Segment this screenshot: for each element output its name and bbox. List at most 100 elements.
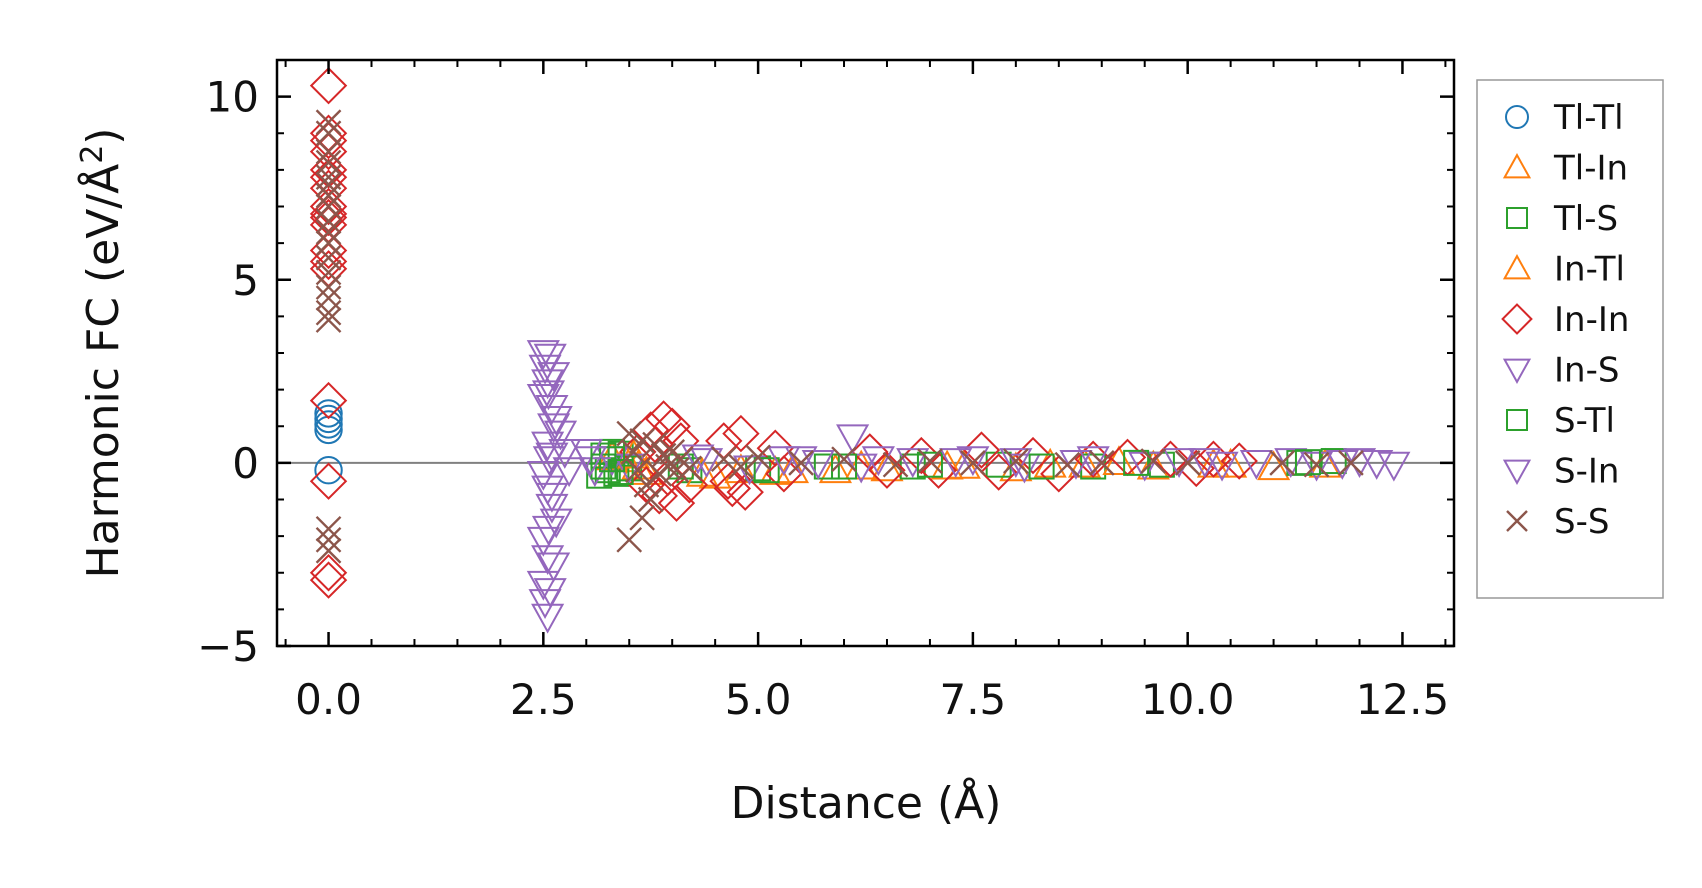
data-point-s-in	[537, 552, 571, 583]
data-point-in-in	[309, 187, 348, 226]
data-point-in-in	[309, 381, 348, 420]
data-point-s-s	[315, 537, 342, 564]
legend-marker-s-s	[1506, 510, 1528, 532]
data-point-in-in	[962, 431, 1001, 469]
legend-marker-tl-tl	[1505, 105, 1529, 129]
data-point-s-s	[1338, 450, 1364, 476]
data-point-s-s	[315, 274, 342, 300]
data-point-s-s	[315, 208, 342, 234]
data-point-s-in	[1205, 451, 1239, 482]
data-point-in-in	[1220, 442, 1258, 480]
data-point-s-s	[745, 444, 771, 471]
legend-label-s-tl: S-Tl	[1554, 401, 1615, 441]
data-point-s-in	[535, 482, 569, 513]
data-point-s-in	[533, 343, 567, 374]
data-point-s-s	[624, 457, 651, 484]
legend-marker-tl-s	[1506, 207, 1528, 229]
data-point-s-in	[681, 444, 715, 475]
data-point-s-s	[1174, 450, 1201, 476]
data-point-s-tl	[753, 457, 780, 484]
data-point-s-s	[315, 193, 342, 220]
data-point-in-s	[689, 448, 724, 478]
data-point-s-s	[616, 420, 643, 447]
data-point-in-s	[1299, 451, 1334, 482]
data-point-s-s	[728, 453, 754, 480]
data-point-s-in	[531, 515, 566, 546]
data-point-s-in	[801, 449, 835, 480]
legend-label-tl-tl: Tl-Tl	[1553, 98, 1624, 138]
data-point-tl-tl	[314, 410, 343, 439]
data-point-s-s	[1003, 448, 1029, 474]
data-point-tl-tl	[314, 456, 343, 485]
data-point-in-in	[309, 242, 348, 281]
data-point-in-in	[653, 407, 691, 445]
legend-label-in-s: In-S	[1554, 351, 1619, 391]
data-point-in-s	[896, 448, 930, 478]
data-point-in-s	[531, 603, 565, 634]
data-point-in-in	[705, 422, 743, 460]
data-point-s-s	[315, 515, 342, 542]
data-point-tl-s	[813, 453, 840, 480]
x-tick-label: 10.0	[1141, 675, 1235, 724]
x-tick-label: 12.5	[1356, 675, 1450, 724]
data-point-s-in	[531, 380, 566, 411]
x-tick-label: 2.5	[510, 675, 577, 724]
data-point-s-tl	[916, 451, 943, 478]
data-point-s-in	[861, 446, 895, 477]
data-point-in-in	[309, 66, 348, 105]
legend: Tl-Tl Tl-In Tl-S In-Tl In-In In-S S-Tl S-In S-S	[1476, 79, 1664, 599]
data-point-s-in	[533, 578, 567, 609]
data-point-in-s	[1007, 453, 1042, 484]
data-point-in-in	[309, 121, 348, 160]
data-point-s-s	[1269, 450, 1296, 476]
legend-marker-in-in	[1501, 303, 1533, 335]
data-point-in-s	[526, 340, 560, 370]
data-point-in-s	[539, 406, 573, 436]
tick-labels-layer: 0.0 2.5 5.0 7.5 10.0 12.5 −5 0 5 10	[197, 73, 1449, 724]
x-tick-label: 5.0	[725, 675, 792, 724]
data-point-tl-in	[1257, 450, 1291, 481]
data-point-s-s	[315, 299, 342, 326]
data-point-in-in	[309, 561, 348, 599]
data-point-in-s	[548, 438, 582, 469]
data-point-in-in	[868, 451, 906, 489]
legend-label-in-in: In-In	[1554, 300, 1629, 340]
data-point-in-s	[543, 420, 578, 451]
plot-frame	[275, 58, 1456, 648]
data-point-in-s	[836, 424, 870, 455]
data-point-tl-tl	[314, 415, 343, 445]
data-point-s-tl	[1123, 449, 1150, 476]
data-point-s-in	[532, 446, 566, 477]
data-point-in-in	[713, 469, 752, 508]
legend-label-s-s: S-S	[1554, 502, 1609, 542]
data-point-s-in	[537, 413, 571, 444]
data-point-in-tl	[1102, 445, 1136, 476]
data-point-s-s	[315, 219, 342, 245]
data-point-s-s	[788, 450, 814, 476]
data-point-in-in	[709, 462, 747, 500]
data-point-in-in	[726, 473, 764, 511]
data-point-in-s	[539, 508, 573, 539]
data-point-s-s	[1088, 450, 1115, 476]
data-point-in-s	[531, 545, 565, 576]
data-point-s-tl	[590, 453, 617, 480]
data-point-s-s	[629, 504, 655, 531]
data-point-in-in	[309, 231, 348, 270]
data-point-s-s	[642, 431, 668, 458]
data-point-in-s	[535, 493, 569, 524]
data-point-in-s	[526, 384, 560, 414]
y-axis-label: Harmonic FC (eV/Å2)	[75, 128, 129, 579]
data-point-in-s	[1239, 449, 1273, 480]
data-point-s-tl	[607, 459, 634, 486]
y-axis-label-main: Harmonic FC (eV/Å	[76, 164, 129, 579]
data-point-s-in	[537, 362, 571, 392]
data-point-s-s	[960, 450, 986, 476]
data-point-s-in	[999, 448, 1033, 478]
data-point-s-s	[633, 472, 660, 498]
data-point-s-s	[315, 164, 342, 191]
data-point-s-s	[616, 526, 643, 553]
data-point-tl-in	[818, 453, 853, 484]
data-point-s-s	[1303, 451, 1330, 478]
